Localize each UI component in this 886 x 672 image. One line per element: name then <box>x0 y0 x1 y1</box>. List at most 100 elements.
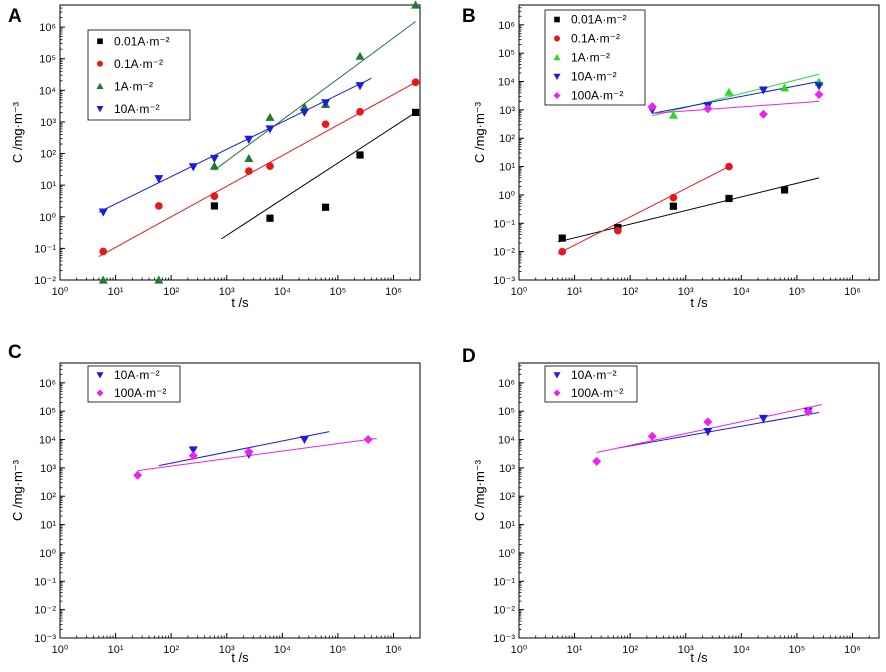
data-point <box>99 247 108 256</box>
data-point <box>355 82 365 91</box>
data-point <box>98 275 108 284</box>
legend-label: 10A·m⁻² <box>114 102 160 116</box>
panel-letter: B <box>462 6 476 27</box>
legend-marker <box>553 389 561 397</box>
legend-label: 0.01A·m⁻² <box>114 34 170 48</box>
panel-letter: A <box>8 6 22 27</box>
y-tick-label: 10¹ <box>40 520 56 532</box>
fit-line <box>137 437 377 472</box>
data-point <box>321 120 330 128</box>
y-tick-label: 10⁻² <box>493 247 515 259</box>
y-tick-label: 10⁴ <box>39 85 56 97</box>
x-tick-label: 10⁴ <box>274 286 291 298</box>
data-point <box>725 162 733 171</box>
plot-frame <box>59 4 421 281</box>
y-tick-label: 10⁵ <box>498 406 515 418</box>
data-point <box>299 435 309 445</box>
data-point <box>299 102 309 111</box>
legend-marker <box>97 60 103 67</box>
y-tick-label: 10³ <box>40 117 56 129</box>
y-tick-label: 10¹ <box>40 180 56 192</box>
y-axis-title: C /mg·m⁻³ <box>472 101 487 163</box>
data-point <box>154 275 164 284</box>
data-point <box>558 234 566 242</box>
data-point <box>669 202 678 210</box>
data-point <box>558 247 567 256</box>
fit-line <box>652 81 820 114</box>
fit-line <box>214 21 416 171</box>
data-point <box>703 428 713 437</box>
legend-marker <box>96 105 104 113</box>
x-tick-label: 10⁶ <box>385 286 402 298</box>
data-point <box>758 109 768 119</box>
data-point <box>355 51 365 60</box>
x-tick-label: 10² <box>622 644 638 656</box>
x-tick-label: 10⁵ <box>330 644 347 656</box>
y-axis-title: C /mg·m⁻³ <box>10 101 25 163</box>
data-point <box>266 162 274 170</box>
data-point <box>188 163 198 172</box>
data-point <box>210 192 219 200</box>
legend-marker <box>554 35 560 42</box>
fit-line <box>652 100 820 114</box>
legend-label: 100A·m⁻² <box>114 386 166 400</box>
legend-box <box>544 365 638 403</box>
data-point <box>647 431 657 441</box>
y-tick-label: 10⁰ <box>498 548 515 560</box>
x-tick-label: 10¹ <box>108 644 124 656</box>
y-tick-label: 10¹ <box>499 162 515 174</box>
data-point <box>265 125 275 134</box>
x-tick-label: 10⁵ <box>789 644 806 656</box>
x-tick-label: 10³ <box>219 644 235 656</box>
legend-label: 0.1A·m⁻² <box>114 57 163 71</box>
data-point <box>321 99 331 108</box>
data-point <box>188 451 198 461</box>
panel-letter: C <box>8 342 22 363</box>
data-point <box>356 151 364 159</box>
legend-marker <box>553 73 561 80</box>
y-tick-label: 10⁻³ <box>493 275 515 287</box>
data-point <box>592 456 602 466</box>
data-point <box>411 108 420 117</box>
x-axis-title: t /s <box>231 295 249 310</box>
y-tick-label: 10⁴ <box>498 435 515 447</box>
y-tick-label: 10² <box>499 491 515 503</box>
data-point <box>703 104 713 114</box>
x-tick-label: 10⁰ <box>52 286 69 298</box>
y-tick-label: 10² <box>40 149 56 161</box>
y-axis-title: C /mg·m⁻³ <box>472 459 487 521</box>
data-point <box>155 202 163 210</box>
panel-letter: D <box>462 346 476 367</box>
x-tick-label: 10¹ <box>567 644 583 656</box>
y-tick-label: 10⁻¹ <box>34 576 56 588</box>
data-point <box>209 161 219 170</box>
y-tick-label: 10¹ <box>499 520 515 532</box>
y-axis-title: C /mg·m⁻³ <box>10 459 25 521</box>
data-point <box>244 135 254 144</box>
fit-line <box>557 166 730 255</box>
legend-marker <box>553 54 561 61</box>
y-tick-label: 10⁻³ <box>34 633 56 645</box>
y-tick-label: 10⁶ <box>498 20 515 32</box>
y-tick-label: 10⁻¹ <box>493 576 515 588</box>
y-tick-label: 10⁻² <box>34 605 56 617</box>
plot-frame <box>59 362 421 639</box>
data-point <box>724 87 734 96</box>
x-tick-label: 10⁰ <box>511 286 528 298</box>
y-tick-label: 10³ <box>40 463 56 475</box>
legend-marker <box>97 38 103 45</box>
data-point <box>614 226 622 235</box>
data-point <box>266 214 274 222</box>
x-tick-label: 10³ <box>678 286 694 298</box>
data-point <box>668 110 678 119</box>
x-tick-label: 10⁰ <box>52 644 69 656</box>
fit-line <box>617 411 820 449</box>
y-tick-label: 10⁵ <box>39 54 56 66</box>
legend-marker <box>96 372 104 379</box>
legend-label: 1A·m⁻² <box>114 79 153 93</box>
data-point <box>814 89 824 99</box>
x-tick-label: 10⁶ <box>844 644 861 656</box>
data-point <box>188 446 198 455</box>
legend-box <box>87 365 181 403</box>
